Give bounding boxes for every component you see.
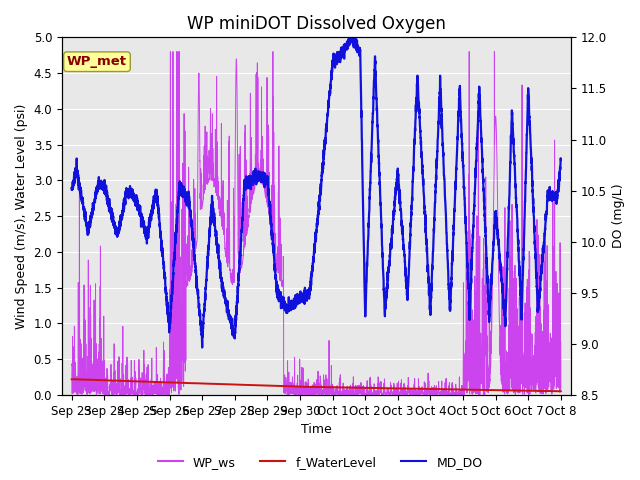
- Legend: WP_ws, f_WaterLevel, MD_DO: WP_ws, f_WaterLevel, MD_DO: [152, 451, 488, 474]
- Text: WP_met: WP_met: [67, 55, 127, 68]
- Y-axis label: Wind Speed (m/s), Water Level (psi): Wind Speed (m/s), Water Level (psi): [15, 104, 28, 329]
- Title: WP miniDOT Dissolved Oxygen: WP miniDOT Dissolved Oxygen: [187, 15, 445, 33]
- X-axis label: Time: Time: [301, 423, 332, 436]
- Y-axis label: DO (mg/L): DO (mg/L): [612, 184, 625, 249]
